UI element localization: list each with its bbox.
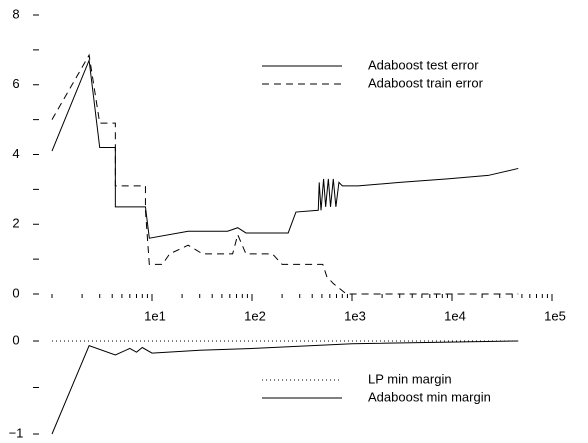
x-tick-label: 1e3 bbox=[344, 308, 366, 323]
y-tick-label: 6 bbox=[12, 76, 19, 91]
legend-label: Adaboost test error bbox=[368, 57, 479, 72]
series-line bbox=[51, 340, 519, 435]
series-line bbox=[51, 53, 519, 295]
x-tick-label: 1e5 bbox=[544, 308, 566, 323]
y-tick-label: 4 bbox=[12, 146, 19, 161]
legend-label: LP min margin bbox=[368, 371, 452, 386]
legend-label: Adaboost min margin bbox=[368, 389, 491, 404]
y-tick-label: −1 bbox=[9, 425, 24, 440]
x-tick-label: 1e4 bbox=[444, 308, 466, 323]
y-tick-label: 0 bbox=[12, 332, 19, 347]
y-tick-label: 8 bbox=[12, 6, 19, 21]
x-tick-label: 1e1 bbox=[144, 308, 166, 323]
y-tick-label: 0 bbox=[12, 285, 19, 300]
x-tick-label: 1e2 bbox=[244, 308, 266, 323]
series-line bbox=[51, 58, 519, 239]
y-tick-label: 2 bbox=[12, 216, 19, 231]
legend-label: Adaboost train error bbox=[368, 75, 484, 90]
